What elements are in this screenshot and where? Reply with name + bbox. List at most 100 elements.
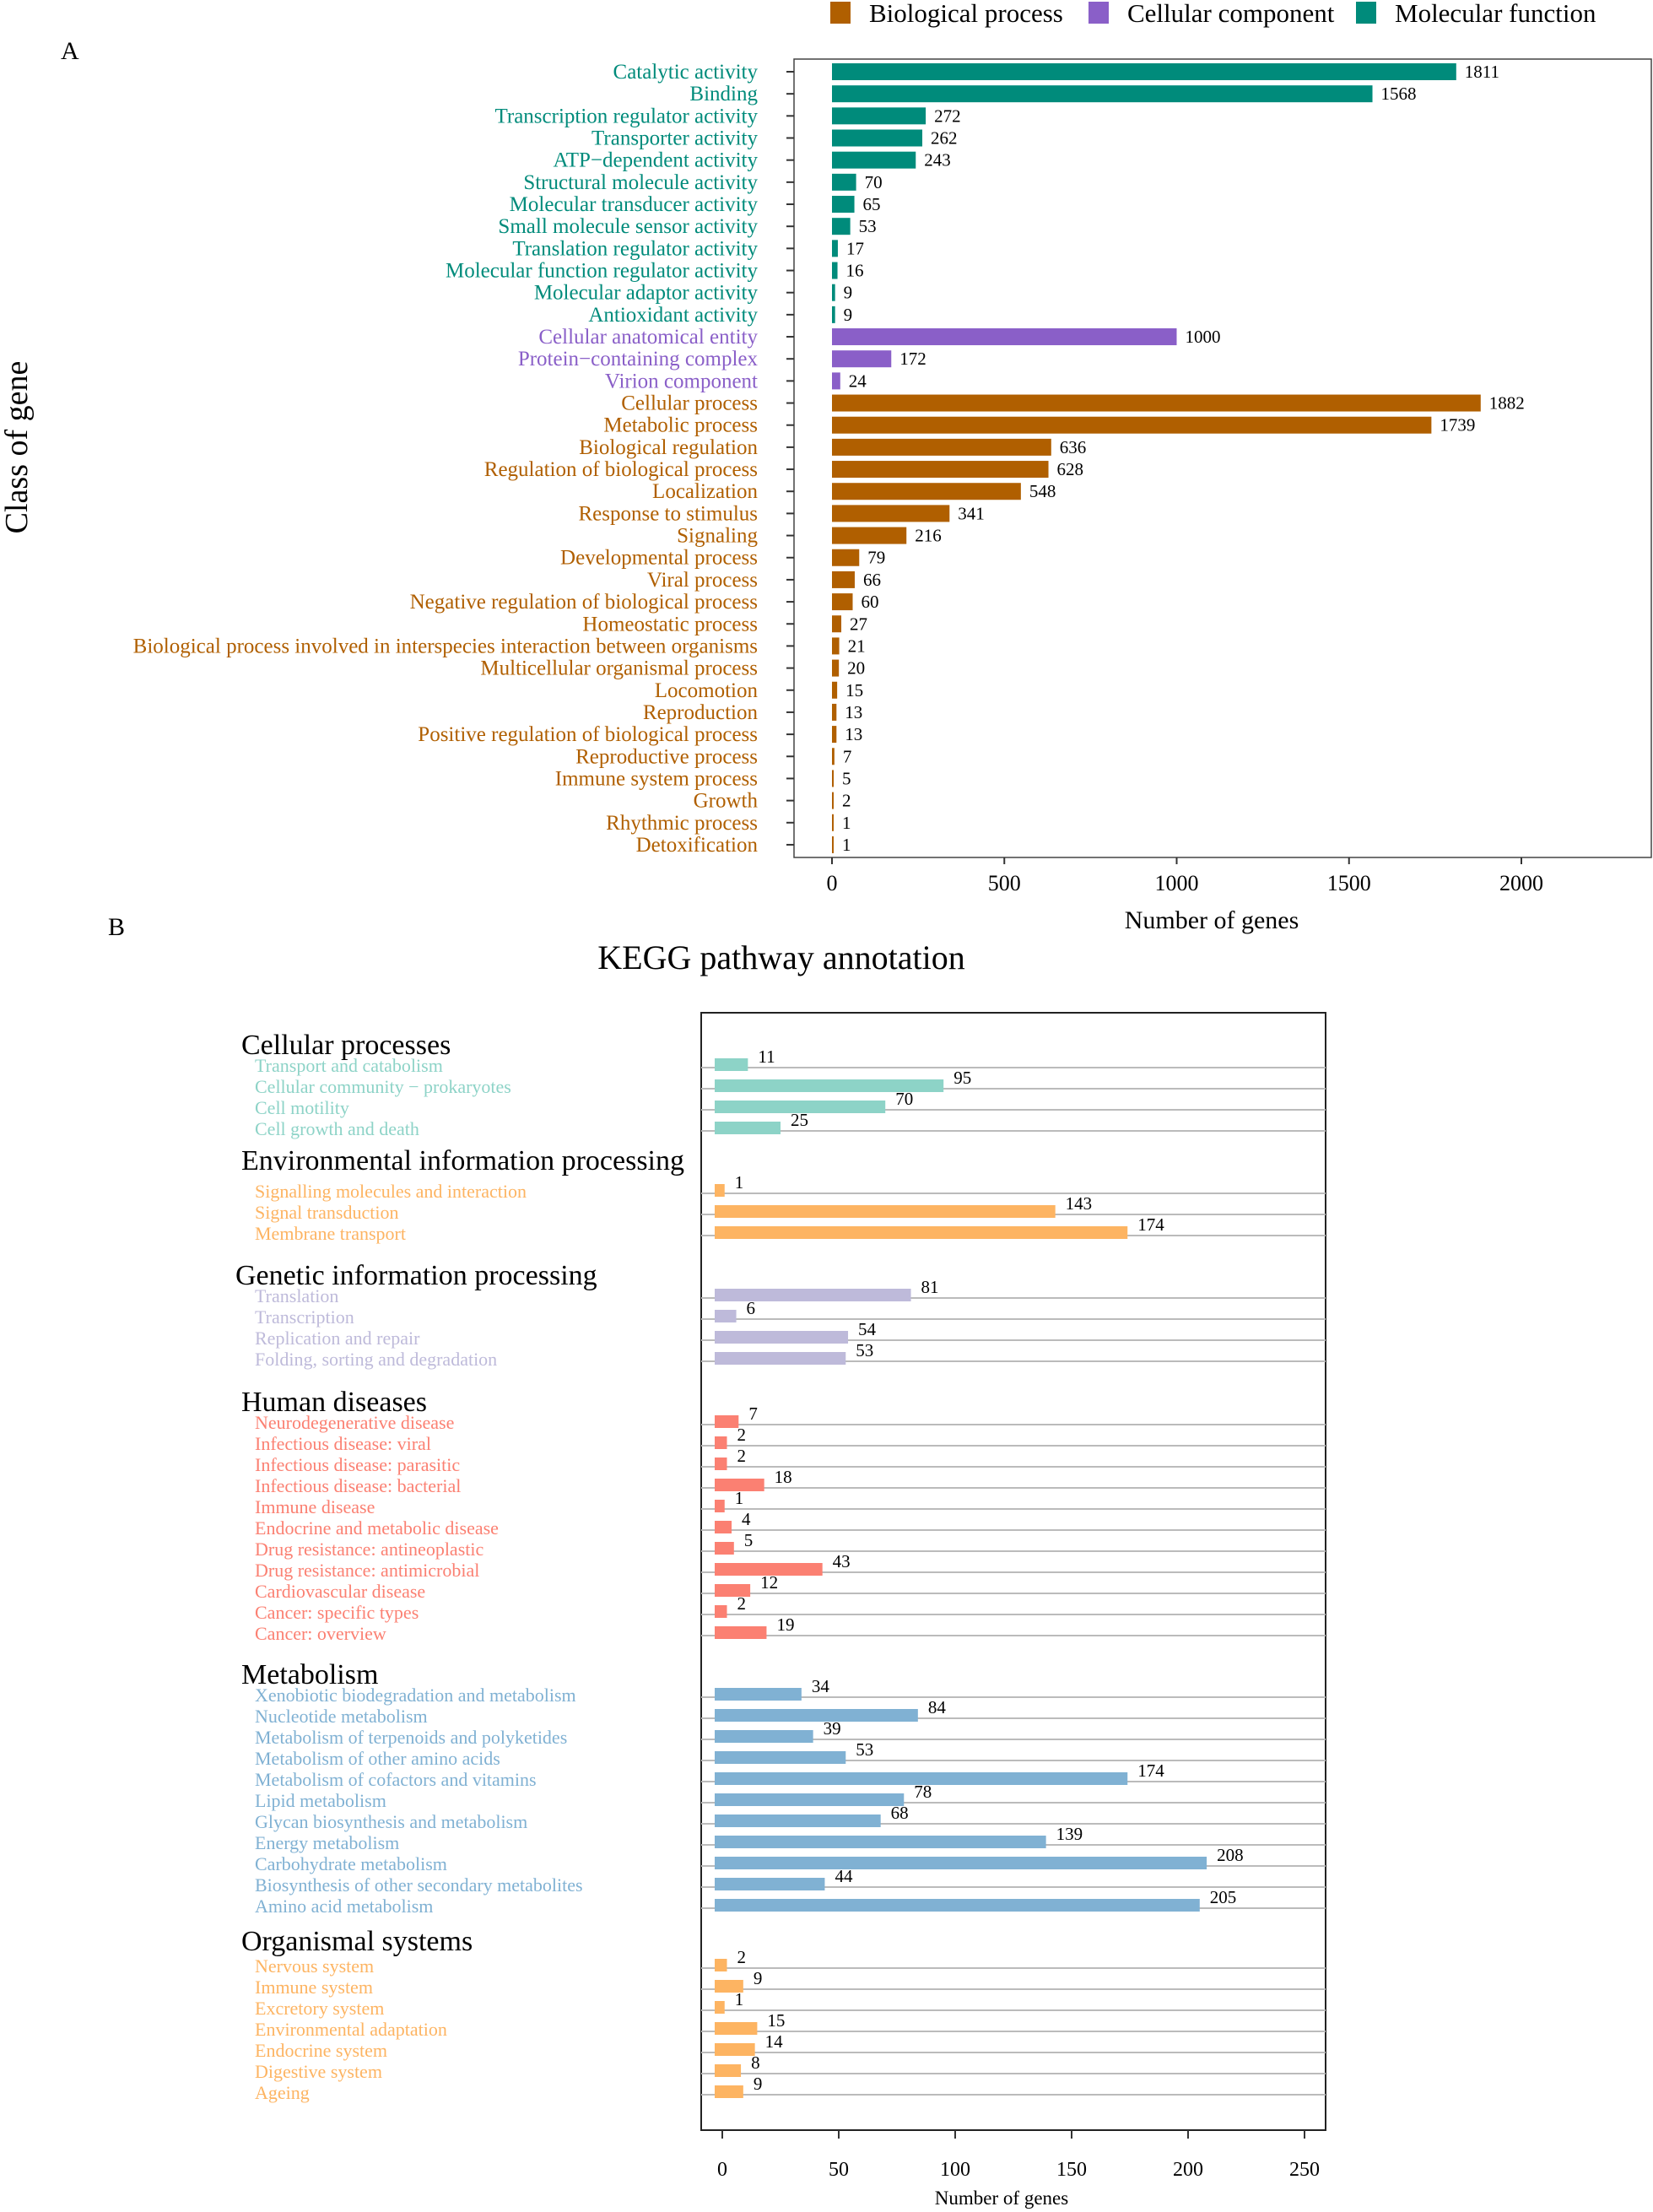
category-label: Cellular process xyxy=(621,392,758,415)
data-label: 8 xyxy=(751,2052,760,2073)
category-label: Reproductive process xyxy=(575,745,758,768)
bar xyxy=(832,748,835,765)
legend-swatch xyxy=(1356,2,1376,24)
data-label: 84 xyxy=(928,1697,947,1717)
data-label: 11 xyxy=(758,1047,775,1067)
category-label: Antioxidant activity xyxy=(588,304,758,327)
data-label: 628 xyxy=(1057,459,1084,479)
data-label: 54 xyxy=(858,1319,877,1339)
category-label: Locomotion xyxy=(655,679,759,702)
bar xyxy=(832,593,853,611)
bar xyxy=(715,1479,764,1491)
data-label: 1739 xyxy=(1440,415,1475,435)
data-label: 548 xyxy=(1029,481,1056,501)
legend-swatch xyxy=(830,2,851,24)
category-label: Translation regulator activity xyxy=(512,237,758,260)
bar xyxy=(715,2043,755,2056)
pathway-label: Cardiovascular disease xyxy=(255,1581,425,1602)
bar xyxy=(715,1793,905,1806)
bar xyxy=(832,328,1177,346)
pathway-label: Infectious disease: bacterial xyxy=(255,1475,461,1496)
data-label: 1 xyxy=(735,1172,744,1193)
panel-label-b: B xyxy=(108,913,125,941)
data-label: 208 xyxy=(1217,1845,1244,1865)
data-label: 6 xyxy=(747,1298,756,1318)
data-label: 636 xyxy=(1060,437,1087,457)
x-axis-title: Number of genes xyxy=(1125,906,1299,934)
pathway-label: Xenobiotic biodegradation and metabolism xyxy=(255,1685,576,1706)
category-label: Growth xyxy=(694,790,759,813)
data-label: 25 xyxy=(791,1110,808,1130)
category-label: Molecular transducer activity xyxy=(510,193,759,216)
data-label: 2 xyxy=(737,1425,747,1445)
bar xyxy=(832,350,892,368)
category-label: Catalytic activity xyxy=(613,61,759,84)
x-tick-label: 50 xyxy=(829,2159,849,2181)
chart-title: KEGG pathway annotation xyxy=(597,938,964,976)
pathway-label: Endocrine system xyxy=(255,2040,387,2061)
bar xyxy=(715,1878,825,1890)
data-label: 243 xyxy=(924,150,951,170)
pathway-label: Cancer: overview xyxy=(255,1623,386,1644)
data-label: 65 xyxy=(863,194,881,214)
pathway-label: Membrane transport xyxy=(255,1223,406,1244)
data-label: 21 xyxy=(848,635,866,656)
legend-label: Biological process xyxy=(869,0,1063,28)
data-label: 272 xyxy=(934,105,961,126)
bar xyxy=(715,2022,758,2035)
category-label: Regulation of biological process xyxy=(484,458,758,481)
data-label: 34 xyxy=(812,1676,830,1696)
pathway-label: Ageing xyxy=(255,2082,310,2103)
bar xyxy=(832,615,842,633)
category-label: ATP−dependent activity xyxy=(553,149,758,172)
x-tick-label: 2000 xyxy=(1499,871,1543,895)
data-label: 2 xyxy=(737,1446,747,1466)
x-tick-label: 250 xyxy=(1289,2159,1320,2181)
bar xyxy=(832,505,950,522)
bar xyxy=(832,814,834,831)
bar xyxy=(715,1101,886,1113)
pathway-label: Digestive system xyxy=(255,2061,382,2082)
pathway-label: Nervous system xyxy=(255,1955,374,1977)
bar xyxy=(715,1289,911,1301)
bar xyxy=(715,1709,918,1722)
data-label: 1882 xyxy=(1489,393,1525,414)
bar xyxy=(832,196,855,214)
bar xyxy=(715,2085,743,2098)
data-label: 13 xyxy=(845,702,862,722)
bar xyxy=(715,1688,802,1701)
bar xyxy=(832,637,840,655)
pathway-label: Immune disease xyxy=(255,1496,375,1517)
bar xyxy=(715,1415,739,1428)
pathway-label: Signal transduction xyxy=(255,1202,398,1223)
data-label: 15 xyxy=(845,680,863,700)
data-label: 9 xyxy=(754,2074,763,2094)
category-label: Binding xyxy=(689,83,758,105)
data-label: 1568 xyxy=(1381,84,1417,104)
bar xyxy=(715,1772,1128,1785)
category-label: Structural molecule activity xyxy=(523,171,758,194)
pathway-label: Lipid metabolism xyxy=(255,1790,386,1811)
data-label: 205 xyxy=(1210,1887,1237,1907)
bar xyxy=(715,1751,846,1764)
pathway-label: Infectious disease: parasitic xyxy=(255,1454,460,1475)
bar xyxy=(832,461,1049,479)
data-label: 14 xyxy=(765,2031,784,2052)
category-label: Reproduction xyxy=(643,701,759,724)
data-label: 44 xyxy=(835,1866,853,1886)
pathway-label: Cell motility xyxy=(255,1097,349,1118)
plot-area-a xyxy=(793,58,1652,858)
data-label: 174 xyxy=(1137,1760,1164,1781)
bar xyxy=(832,726,837,744)
pathway-label: Metabolism of other amino acids xyxy=(255,1748,500,1769)
pathway-label: Cancer: specific types xyxy=(255,1602,419,1623)
category-label: Metabolic process xyxy=(603,414,758,437)
pathway-label: Carbohydrate metabolism xyxy=(255,1853,447,1874)
data-label: 1000 xyxy=(1186,327,1221,347)
group-header: Organismal systems xyxy=(241,1926,473,1957)
data-label: 2 xyxy=(737,1593,747,1614)
bar xyxy=(715,1626,767,1639)
pathway-label: Drug resistance: antineoplastic xyxy=(255,1539,483,1560)
category-label: Detoxification xyxy=(636,834,759,857)
